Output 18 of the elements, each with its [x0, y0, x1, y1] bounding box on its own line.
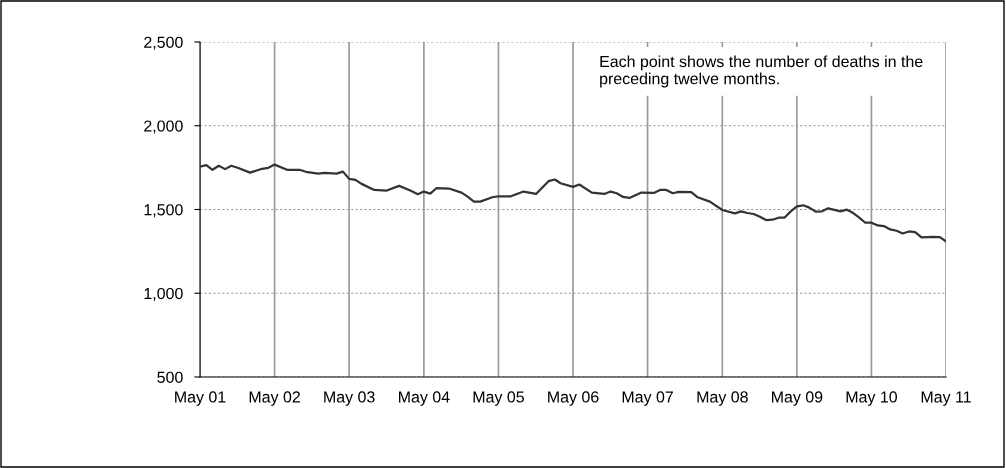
annotation: Each point shows the number of deaths in the preceding twelve months.	[600, 55, 923, 88]
x-tick-label: May 05	[473, 391, 524, 406]
y-tick-label: 1,000	[144, 287, 183, 302]
y-tick-label: 2,500	[144, 36, 183, 50]
x-tick-label: May 03	[324, 391, 375, 406]
x-tick-label: May 11	[921, 391, 971, 406]
x-tick-label: May 01	[175, 391, 226, 406]
line-series	[200, 163, 946, 243]
x-tick-label: May 02	[249, 391, 300, 406]
y-tick-label: 1,500	[144, 204, 183, 218]
y-tick-label: 500	[157, 371, 183, 383]
x-tick-label: May 09	[772, 391, 823, 406]
x-tick-label: May 10	[846, 391, 898, 406]
x-tick-label: May 07	[622, 391, 673, 406]
x-tick-label: May 04	[399, 391, 450, 406]
y-tick-label: 2,000	[144, 120, 183, 134]
x-tick-label: May 06	[548, 391, 599, 406]
x-tick-label: May 08	[697, 391, 748, 406]
